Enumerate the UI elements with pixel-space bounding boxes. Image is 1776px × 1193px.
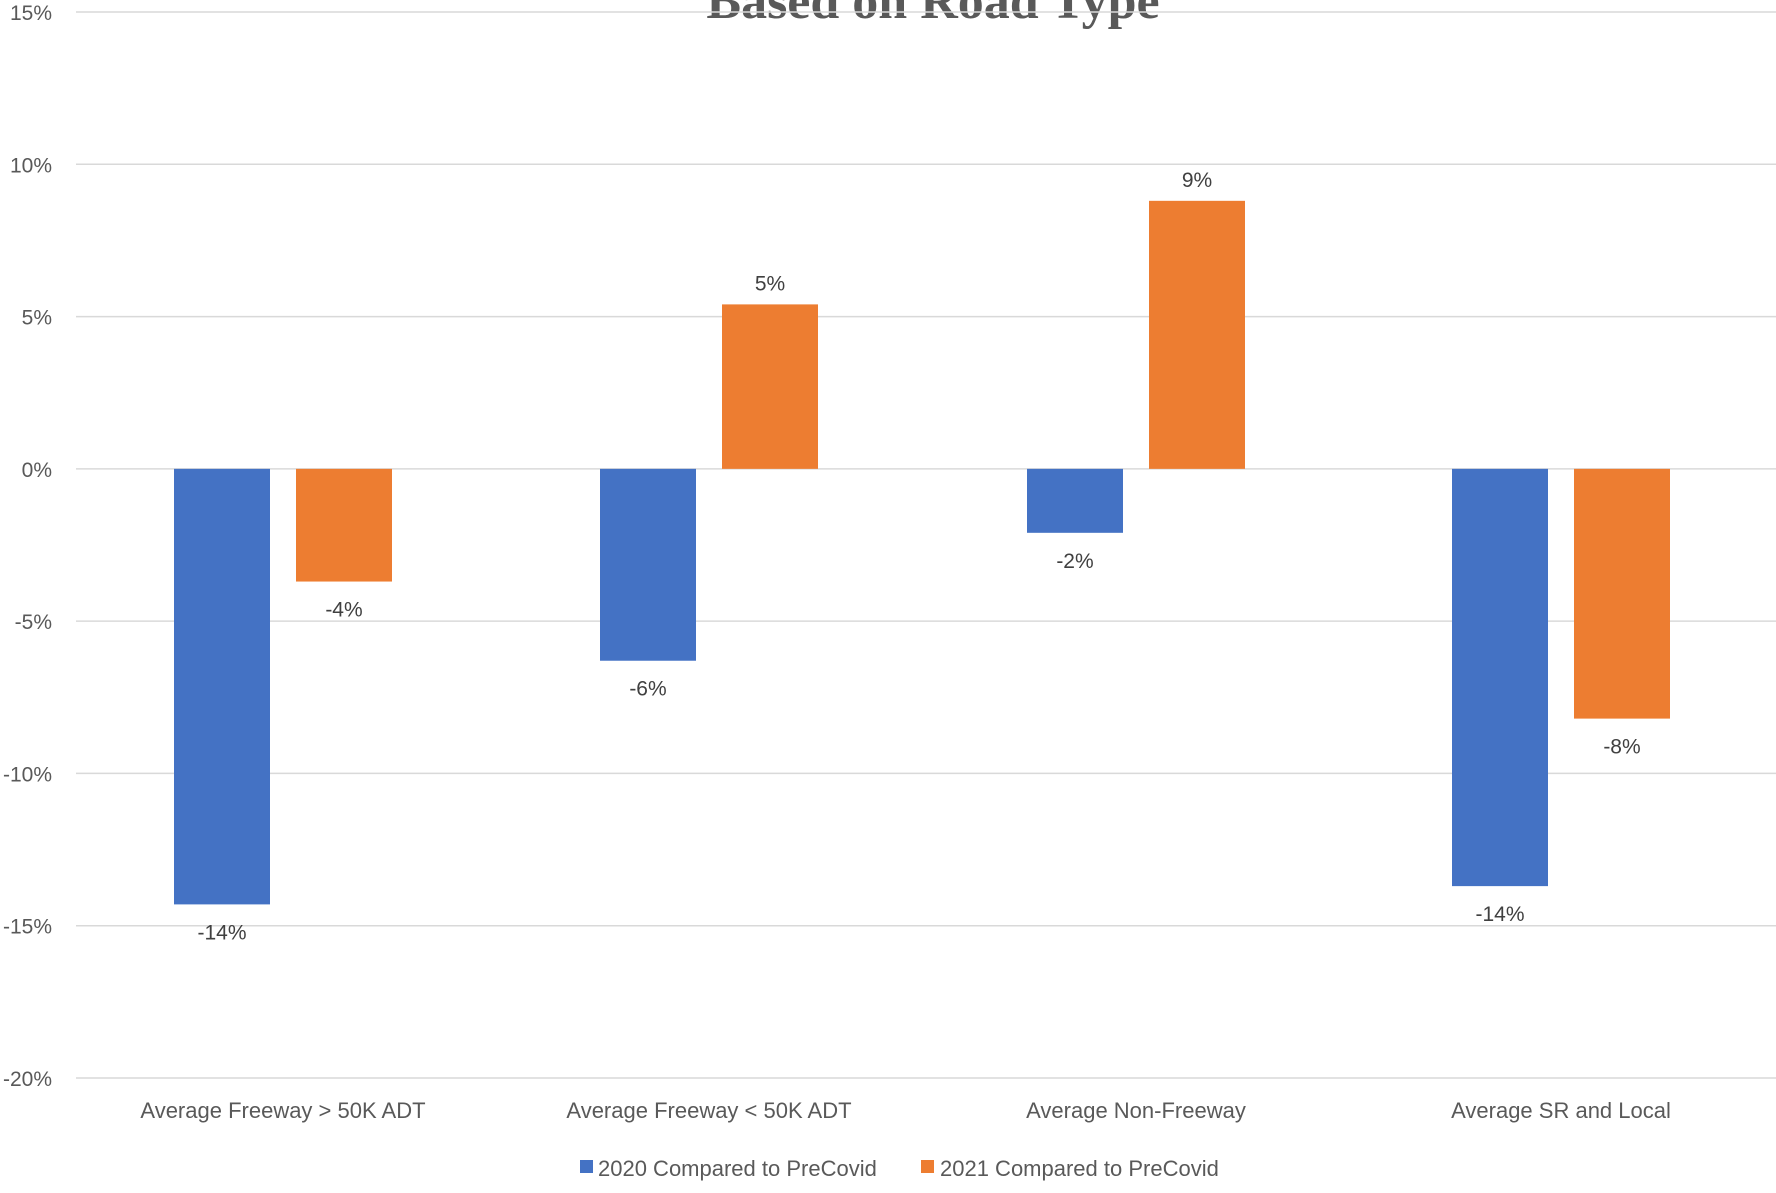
x-tick-label: Average Non-Freeway bbox=[1026, 1098, 1246, 1123]
y-tick-label: -10% bbox=[3, 763, 52, 786]
legend: 2020 Compared to PreCovid 2021 Compared t… bbox=[580, 1156, 1219, 1181]
data-labels: -14% -6% -2% -14% -4% 5% 9% -8% bbox=[197, 169, 1640, 945]
data-label: -8% bbox=[1603, 736, 1640, 759]
legend-swatch bbox=[580, 1160, 593, 1173]
y-tick-label: 0% bbox=[22, 459, 52, 482]
y-axis-tick-labels: 15% 10% 5% 0% -5% -10% -15% -20% bbox=[3, 2, 52, 1091]
chart-title: Based on Road Type bbox=[706, 0, 1159, 30]
bar bbox=[1149, 200, 1245, 469]
legend-swatch bbox=[921, 1160, 934, 1173]
legend-label: 2021 Compared to PreCovid bbox=[940, 1156, 1219, 1181]
data-label: 9% bbox=[1182, 169, 1212, 192]
data-label: -6% bbox=[629, 678, 666, 701]
data-label: -14% bbox=[1475, 903, 1524, 926]
data-label: 5% bbox=[755, 272, 785, 295]
x-tick-label: Average Freeway > 50K ADT bbox=[140, 1098, 425, 1123]
bar bbox=[1027, 468, 1123, 533]
y-tick-label: -5% bbox=[15, 611, 52, 634]
data-label: -4% bbox=[325, 599, 362, 622]
bar bbox=[174, 468, 270, 905]
y-tick-label: 10% bbox=[10, 154, 52, 177]
y-tick-label: -15% bbox=[3, 916, 52, 939]
bar bbox=[600, 468, 696, 661]
legend-label: 2020 Compared to PreCovid bbox=[598, 1156, 877, 1181]
y-tick-label: -20% bbox=[3, 1068, 52, 1091]
x-tick-label: Average Freeway < 50K ADT bbox=[566, 1098, 851, 1123]
data-label: -14% bbox=[197, 921, 246, 944]
bars bbox=[174, 200, 1670, 905]
y-tick-label: 15% bbox=[10, 2, 52, 25]
bar bbox=[722, 304, 818, 469]
x-tick-label: Average SR and Local bbox=[1451, 1098, 1671, 1123]
data-label: -2% bbox=[1056, 550, 1093, 573]
bar bbox=[1452, 468, 1548, 887]
x-axis-tick-labels: Average Freeway > 50K ADT Average Freeway… bbox=[140, 1098, 1670, 1123]
bar bbox=[1574, 468, 1670, 719]
y-tick-label: 5% bbox=[22, 307, 52, 330]
bar bbox=[296, 468, 392, 582]
